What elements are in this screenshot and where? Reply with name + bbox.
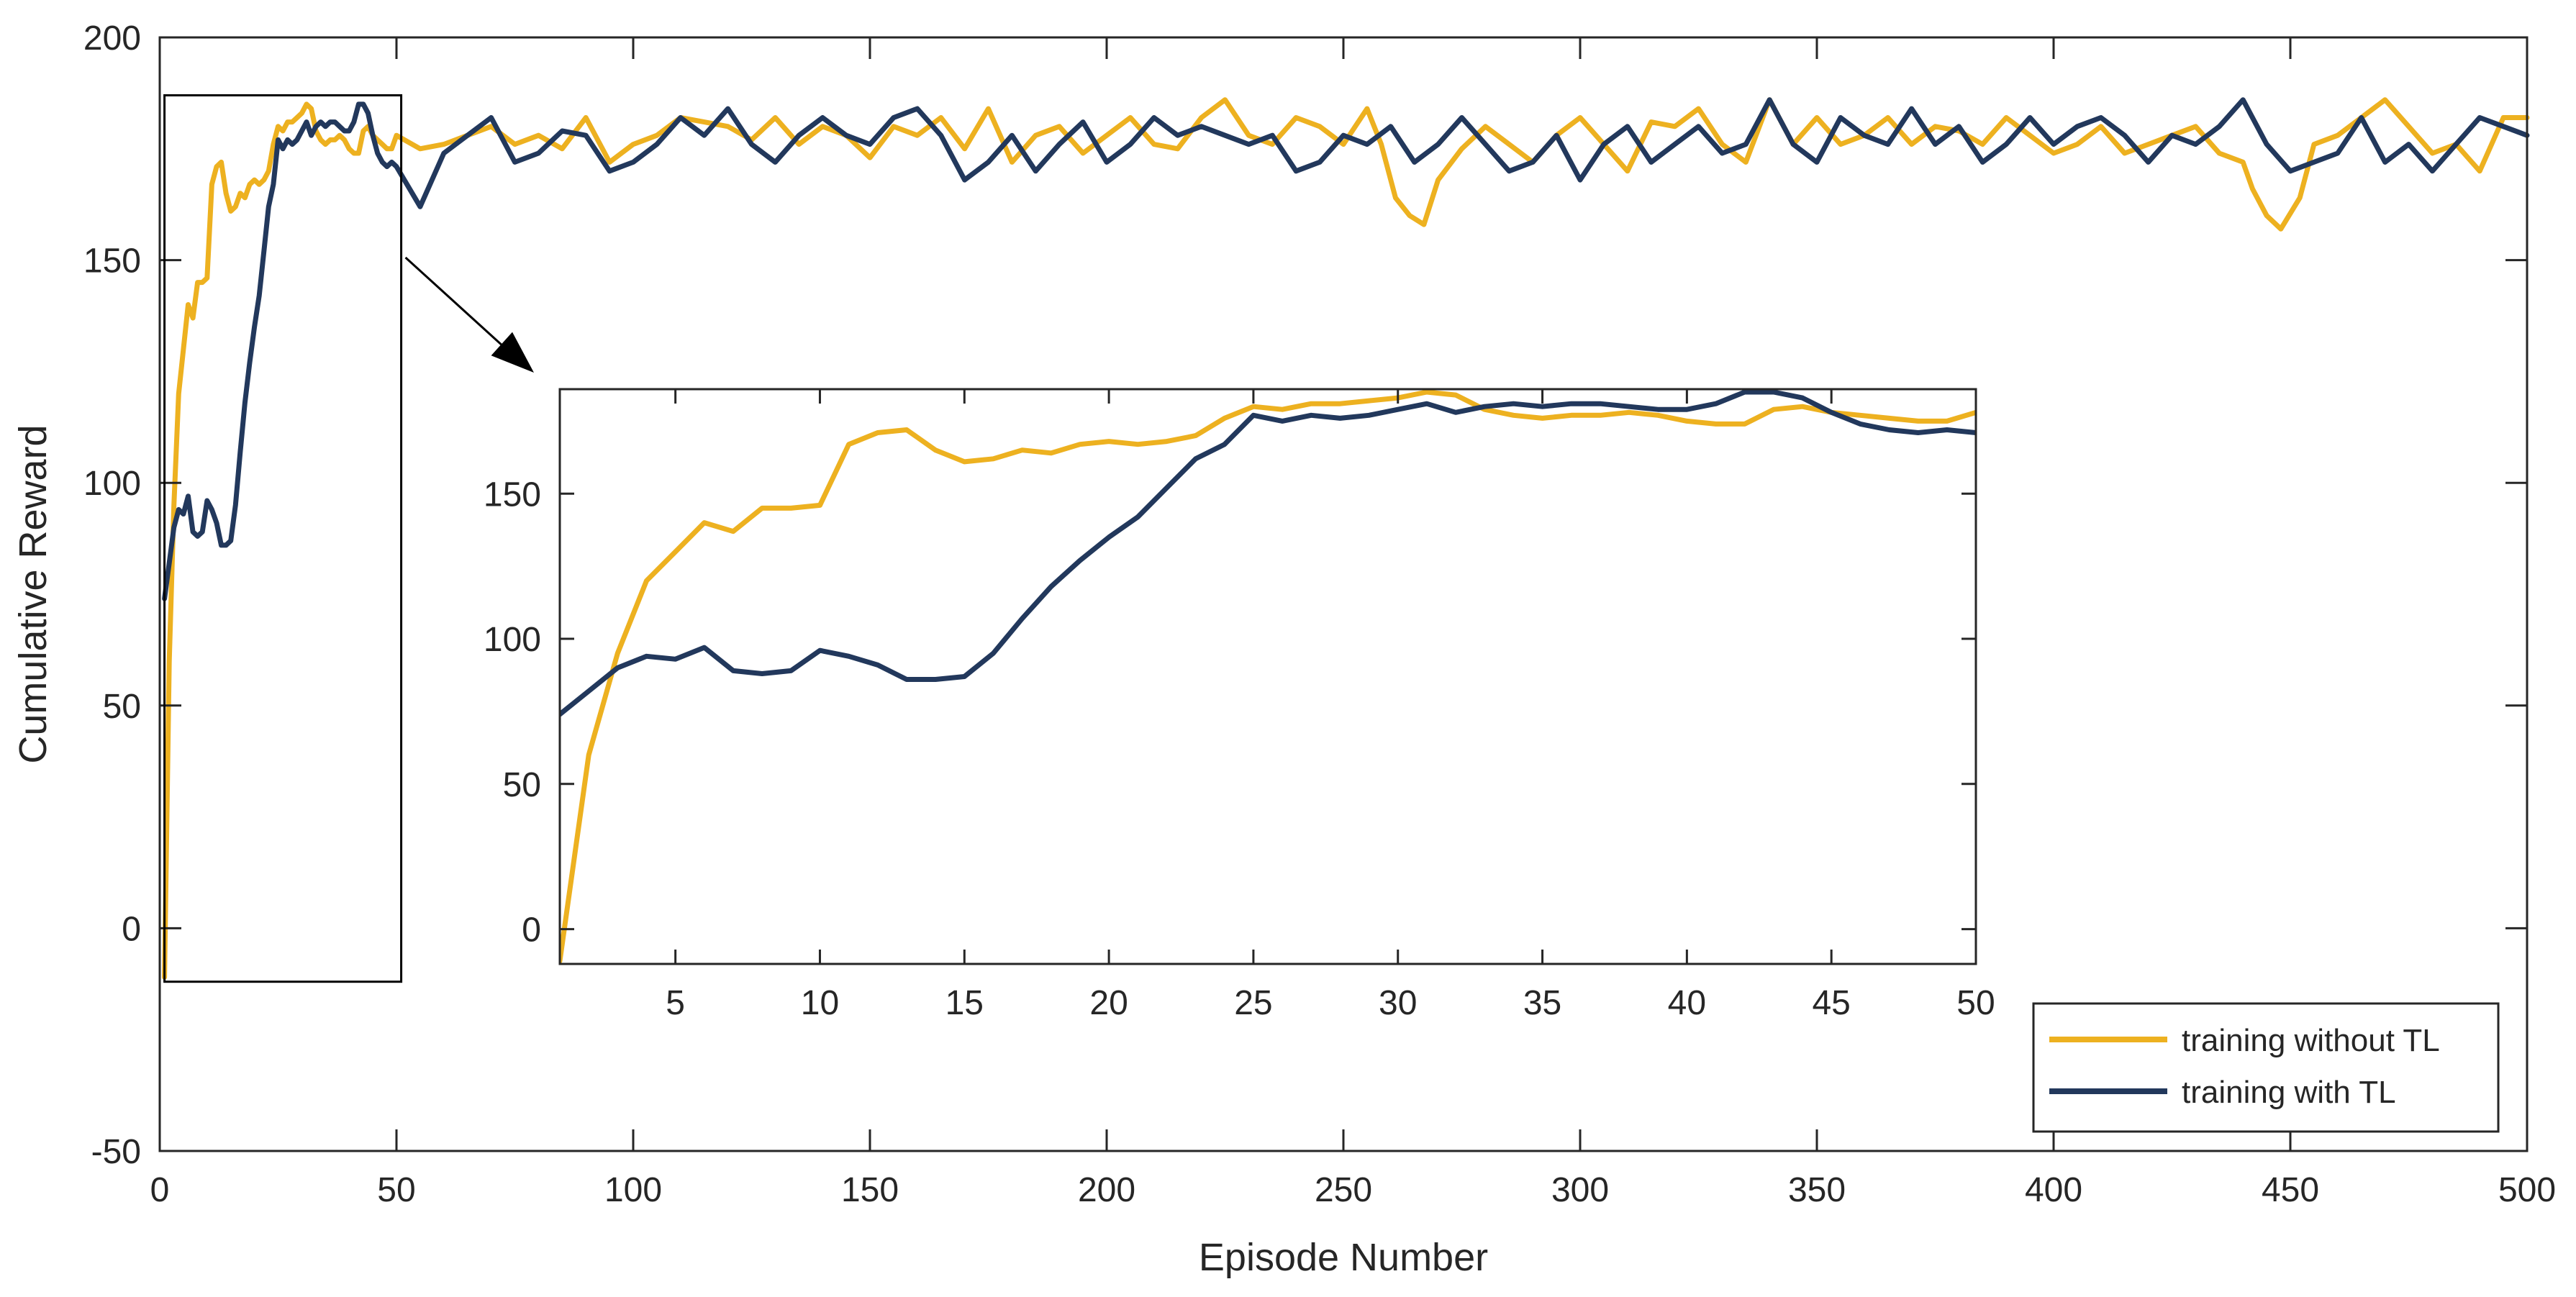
zoom-arrow-line [404, 256, 521, 363]
inset-x-tick-label: 5 [666, 984, 685, 1022]
zoom-arrow-head [491, 332, 534, 373]
legend-label-with-tl: training with TL [2182, 1075, 2396, 1110]
inset-y-tick-label: 150 [484, 475, 541, 514]
inset-y-tick-label: 100 [484, 621, 541, 659]
inset-x-tick-label: 25 [1234, 984, 1272, 1022]
x-tick-label: 0 [150, 1171, 170, 1209]
inset-y-tick-label: 0 [522, 911, 541, 950]
inset-x-tick-label: 10 [801, 984, 839, 1022]
zoom-region-box [163, 94, 403, 983]
y-axis-label: Cumulative Reward [12, 424, 55, 763]
main-series-group [162, 97, 2530, 980]
inset-series-line-with-tl [560, 389, 1976, 717]
inset-x-tick-label: 30 [1379, 984, 1417, 1022]
y-tick-label: 200 [83, 19, 141, 58]
inset-x-tick-label: 35 [1523, 984, 1561, 1022]
x-tick-label: 300 [1551, 1171, 1609, 1209]
x-tick-label: 500 [2498, 1171, 2556, 1209]
legend-group: training without TL training with TL [2032, 1002, 2500, 1133]
inset-x-tick-label: 20 [1089, 984, 1128, 1022]
series-line-without-tl [162, 97, 2530, 980]
y-tick-label: 50 [103, 688, 141, 726]
y-tick-label: 150 [83, 242, 141, 281]
legend-box [2032, 1002, 2500, 1133]
x-tick-label: 400 [2025, 1171, 2082, 1209]
series-line-with-tl [162, 97, 2530, 601]
x-tick-label: 450 [2262, 1171, 2319, 1209]
inset-x-tick-label: 45 [1812, 984, 1850, 1022]
x-tick-label: 100 [604, 1171, 662, 1209]
x-axis-label: Episode Number [1199, 1236, 1488, 1279]
inset-chart-group: 5 10 15 20 25 30 35 40 45 50 0 50 100 150 [484, 388, 1995, 1022]
x-tick-label: 50 [377, 1171, 415, 1209]
x-tick-label: 350 [1788, 1171, 1846, 1209]
x-tick-label: 150 [841, 1171, 899, 1209]
x-tick-label: 200 [1078, 1171, 1135, 1209]
y-tick-label: -50 [91, 1133, 141, 1171]
inset-y-tick-label: 50 [503, 766, 541, 804]
inset-x-tick-label: 40 [1668, 984, 1706, 1022]
y-tick-label: 0 [122, 910, 141, 948]
inset-background [560, 389, 1976, 964]
inset-plot-frame [558, 388, 1977, 965]
legend-label-without-tl: training without TL [2182, 1023, 2440, 1058]
inset-series-line-without-tl [560, 389, 1976, 964]
x-tick-label: 250 [1315, 1171, 1372, 1209]
y-tick-label: 100 [83, 465, 141, 503]
inset-x-tick-label: 15 [945, 984, 984, 1022]
main-axes-group: 0 50 100 150 200 250 300 350 400 450 500-500501001… [12, 19, 2556, 1279]
inset-x-tick-label: 50 [1956, 984, 1995, 1022]
zoom-region-group [163, 94, 534, 983]
